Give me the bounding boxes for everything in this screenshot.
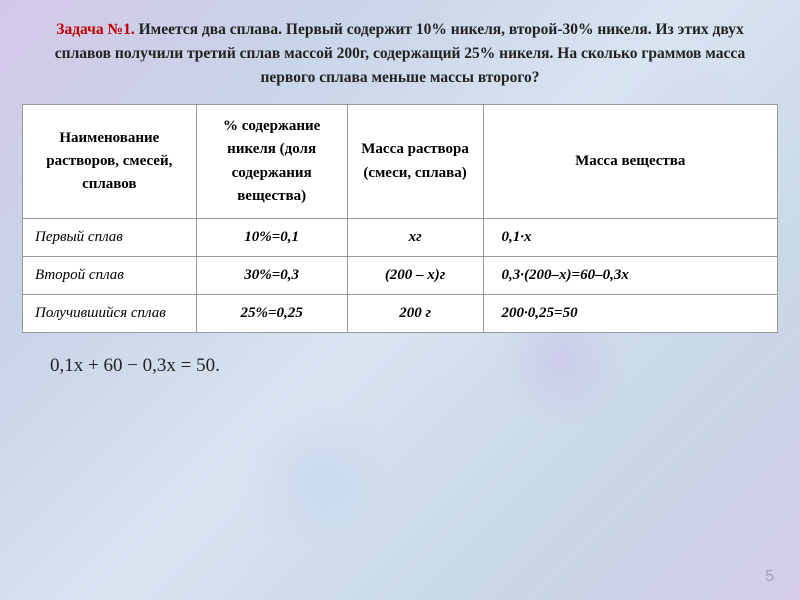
equation: 0,1x + 60 − 0,3x = 50. xyxy=(50,355,778,377)
row1-mass: хг xyxy=(347,219,483,257)
problem-number: Задача №1. xyxy=(56,21,134,38)
row3-pct: 25%=0,25 xyxy=(196,295,347,333)
table-header-row: Наименование растворов, смесей, сплавов … xyxy=(23,105,778,219)
row1-label: Первый сплав xyxy=(23,219,197,257)
row3-subst: 200·0,25=50 xyxy=(483,295,777,333)
table-row: Второй сплав 30%=0,3 (200 – х)г 0,3·(200… xyxy=(23,257,778,295)
row3-mass: 200 г xyxy=(347,295,483,333)
slide: Задача №1. Имеется два сплава. Первый со… xyxy=(0,0,800,395)
table-row: Первый сплав 10%=0,1 хг 0,1·x xyxy=(23,219,778,257)
row2-label: Второй сплав xyxy=(23,257,197,295)
solution-table: Наименование растворов, смесей, сплавов … xyxy=(22,104,778,333)
row1-subst: 0,1·x xyxy=(483,219,777,257)
row1-pct: 10%=0,1 xyxy=(196,219,347,257)
header-substance: Масса вещества xyxy=(483,105,777,219)
row2-pct: 30%=0,3 xyxy=(196,257,347,295)
header-name: Наименование растворов, смесей, сплавов xyxy=(23,105,197,219)
problem-text: Имеется два сплава. Первый содержит 10% … xyxy=(55,21,745,86)
page-number: 5 xyxy=(765,568,774,586)
header-percent: % содержание никеля (доля содержания вещ… xyxy=(196,105,347,219)
table-row: Получившийся сплав 25%=0,25 200 г 200·0,… xyxy=(23,295,778,333)
row2-mass: (200 – х)г xyxy=(347,257,483,295)
row3-label: Получившийся сплав xyxy=(23,295,197,333)
row2-subst: 0,3·(200–х)=60–0,3х xyxy=(483,257,777,295)
header-mass: Масса раствора (смеси, сплава) xyxy=(347,105,483,219)
problem-title: Задача №1. Имеется два сплава. Первый со… xyxy=(22,18,778,90)
